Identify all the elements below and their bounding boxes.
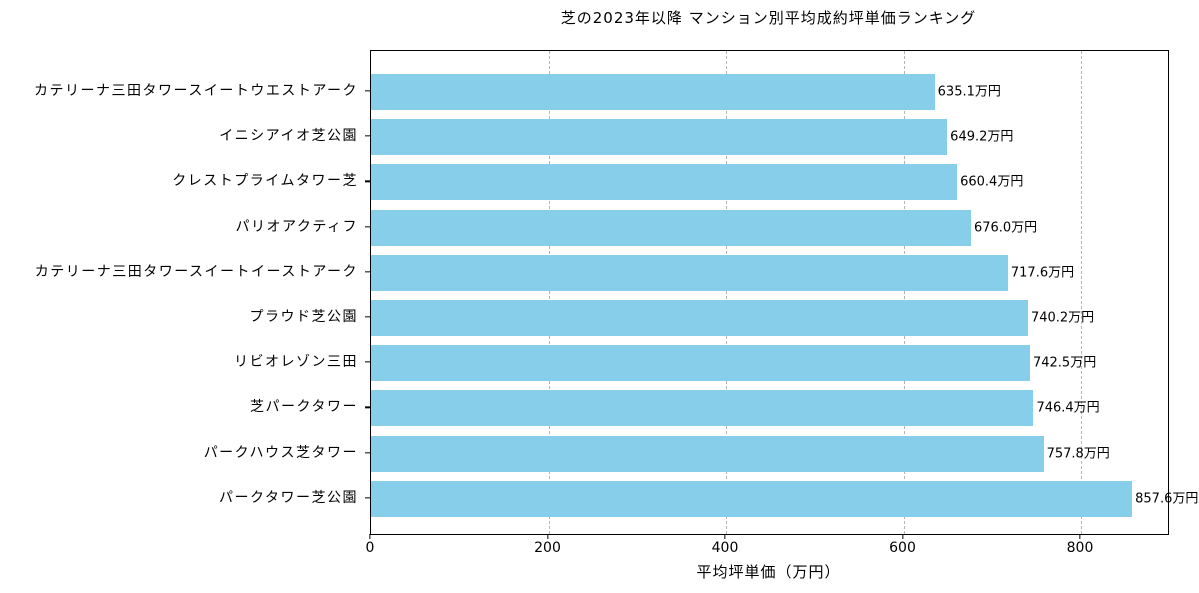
y-tick-label: カテリーナ三田タワースイートウエストアーク <box>34 83 358 99</box>
bar <box>371 345 1030 382</box>
x-tick-label: 600 <box>889 540 916 556</box>
bar <box>371 254 1008 291</box>
y-tick-label: イニシアイオ芝公園 <box>219 128 358 145</box>
y-axis-labels: カテリーナ三田タワースイートウエストアークイニシアイオ芝公園クレストプライムタワ… <box>0 50 362 533</box>
bar-value-label: 757.8万円 <box>1046 446 1110 462</box>
bar <box>371 390 1034 427</box>
bar <box>371 74 935 110</box>
bar <box>371 435 1044 472</box>
x-tick-mark <box>546 534 549 539</box>
y-tick-mark <box>365 361 370 363</box>
y-tick-mark <box>365 90 370 92</box>
x-axis-label: 平均坪単価（万円） <box>696 563 841 581</box>
y-tick-label: クレストプライムタワー芝 <box>172 173 358 190</box>
y-tick-mark <box>365 180 370 183</box>
x-tick-label: 200 <box>534 540 561 556</box>
y-tick-label: パークハウス芝タワー <box>203 444 358 461</box>
y-tick-label: プラウド芝公園 <box>249 309 358 325</box>
bar <box>371 209 971 246</box>
gridline-vertical <box>1081 51 1083 534</box>
bar-value-label: 635.1万円 <box>937 84 1001 100</box>
x-tick-mark <box>369 534 371 539</box>
bar-value-label: 676.0万円 <box>973 220 1038 236</box>
y-tick-mark <box>365 271 370 273</box>
bar <box>371 164 958 201</box>
x-tick-label: 400 <box>711 540 739 556</box>
gridline-vertical <box>726 51 727 534</box>
y-tick-mark <box>365 406 370 409</box>
y-tick-mark <box>365 497 370 499</box>
bar-value-label: 746.4万円 <box>1036 400 1100 416</box>
y-tick-label: パリオアクティフ <box>235 218 358 235</box>
bar-value-label: 740.2万円 <box>1030 310 1095 326</box>
y-tick-mark <box>365 225 370 228</box>
x-tick-mark <box>724 534 726 539</box>
y-tick-label: リビオレゾン三田 <box>234 354 358 371</box>
y-tick-label: 芝パークタワー <box>250 399 358 416</box>
bar <box>371 480 1133 517</box>
bar-value-label: 717.6万円 <box>1010 265 1075 281</box>
gridline-vertical <box>548 51 550 534</box>
x-tick-label: 0 <box>365 540 375 556</box>
x-tick-label: 800 <box>1066 540 1094 556</box>
bar <box>371 300 1028 336</box>
x-tick-mark <box>901 534 904 539</box>
x-tick-mark <box>1079 534 1081 539</box>
y-tick-label: カテリーナ三田タワースイートイーストアーク <box>34 263 358 280</box>
y-tick-mark <box>365 316 370 318</box>
plot-area: 635.1万円 649.2万円 660.4万円 676.0万円 717.6万円 740.2… <box>370 50 1198 535</box>
bar-value-label: 649.2万円 <box>950 129 1014 145</box>
bar-value-label: 660.4万円 <box>960 174 1024 190</box>
gridline-vertical <box>903 51 905 534</box>
y-tick-mark <box>365 451 370 454</box>
chart-title: 芝の2023年以降 マンション別平均成約坪単価ランキング <box>560 9 977 27</box>
y-tick-mark <box>365 135 370 137</box>
bar-value-label: 742.5万円 <box>1032 355 1097 371</box>
y-tick-label: パークタワー芝公園 <box>219 489 358 506</box>
bar <box>371 119 948 156</box>
bar-value-label: 857.6万円 <box>1135 491 1199 507</box>
